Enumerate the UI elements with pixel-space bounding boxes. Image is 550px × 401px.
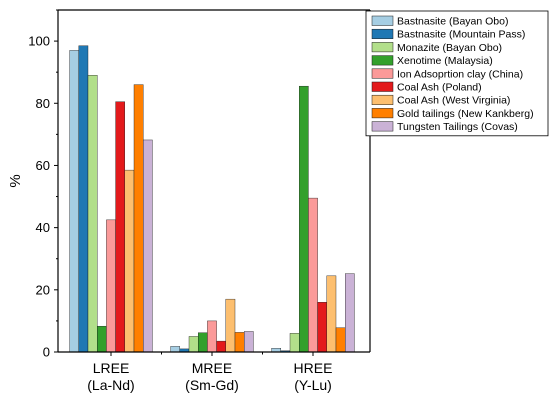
legend-label: Bastnasite (Bayan Obo) [397,16,508,28]
legend-label: Monazite (Bayan Obo) [397,42,502,54]
legend-swatch [371,28,394,39]
axes-group: 0 20 40 60 80 100 LREE(La-Nd) MREE(Sm-Gd) HREE(Y… [7,9,371,393]
bar [335,327,346,353]
bar [216,340,227,353]
x-tick-label-sub: (La-Nd) [87,377,134,393]
legend-label: Coal Ash (Poland) [397,82,482,94]
legend-swatch [371,42,394,53]
bar [124,169,135,353]
y-tick-label: 20 [36,282,50,297]
bar [326,275,337,353]
bar [133,84,144,353]
bar [345,273,355,353]
bar [225,298,236,353]
bar [308,197,318,353]
legend-label: Xenotime (Malaysia) [397,55,493,67]
y-tick-label: 100 [28,34,50,49]
bar [188,336,199,353]
y-tick-label: 40 [36,220,50,235]
y-tick-label: 80 [36,96,50,111]
legend-label: Ion Adsoprtion clay (China) [397,68,523,80]
bar [69,50,79,353]
legend-label: Bastnasite (Mountain Pass) [397,29,525,41]
legend-swatch [371,81,394,92]
x-tick-label-sub: (Sm-Gd) [185,377,239,393]
legend: Bastnasite (Bayan Obo)Bastnasite (Mounta… [365,10,549,137]
legend-swatch [371,94,394,105]
bar [78,45,89,353]
y-tick-label: 0 [43,345,50,360]
x-tick-label-sub: (Y-Lu) [294,377,332,393]
bars-group [69,45,355,353]
bar [207,320,217,353]
legend-swatch [371,15,394,26]
y-tick-label: 60 [36,158,50,173]
legend-swatch [371,68,394,79]
bar [106,219,116,353]
x-tick-label: HREE [294,360,333,376]
y-axis-title: % [7,174,24,187]
bar [170,346,181,353]
bar [87,75,98,353]
bar [197,332,208,353]
legend-swatch [371,121,394,132]
bar [243,331,254,353]
legend-label: Gold tailings (New Kankberg) [397,108,534,120]
bar [142,139,153,353]
x-tick-label: MREE [192,360,232,376]
legend-frame [365,10,549,137]
legend-label: Tungsten Tailings (Covas) [397,121,518,133]
legend-swatch [371,55,394,66]
bar [317,302,328,353]
legend-swatch [371,108,394,119]
bar [96,325,107,353]
bar [289,333,300,353]
bar [234,332,245,353]
legend-label: Coal Ash (West Virginia) [397,95,510,107]
x-tick-label: LREE [93,360,130,376]
bar [115,101,125,353]
bar [299,85,309,353]
